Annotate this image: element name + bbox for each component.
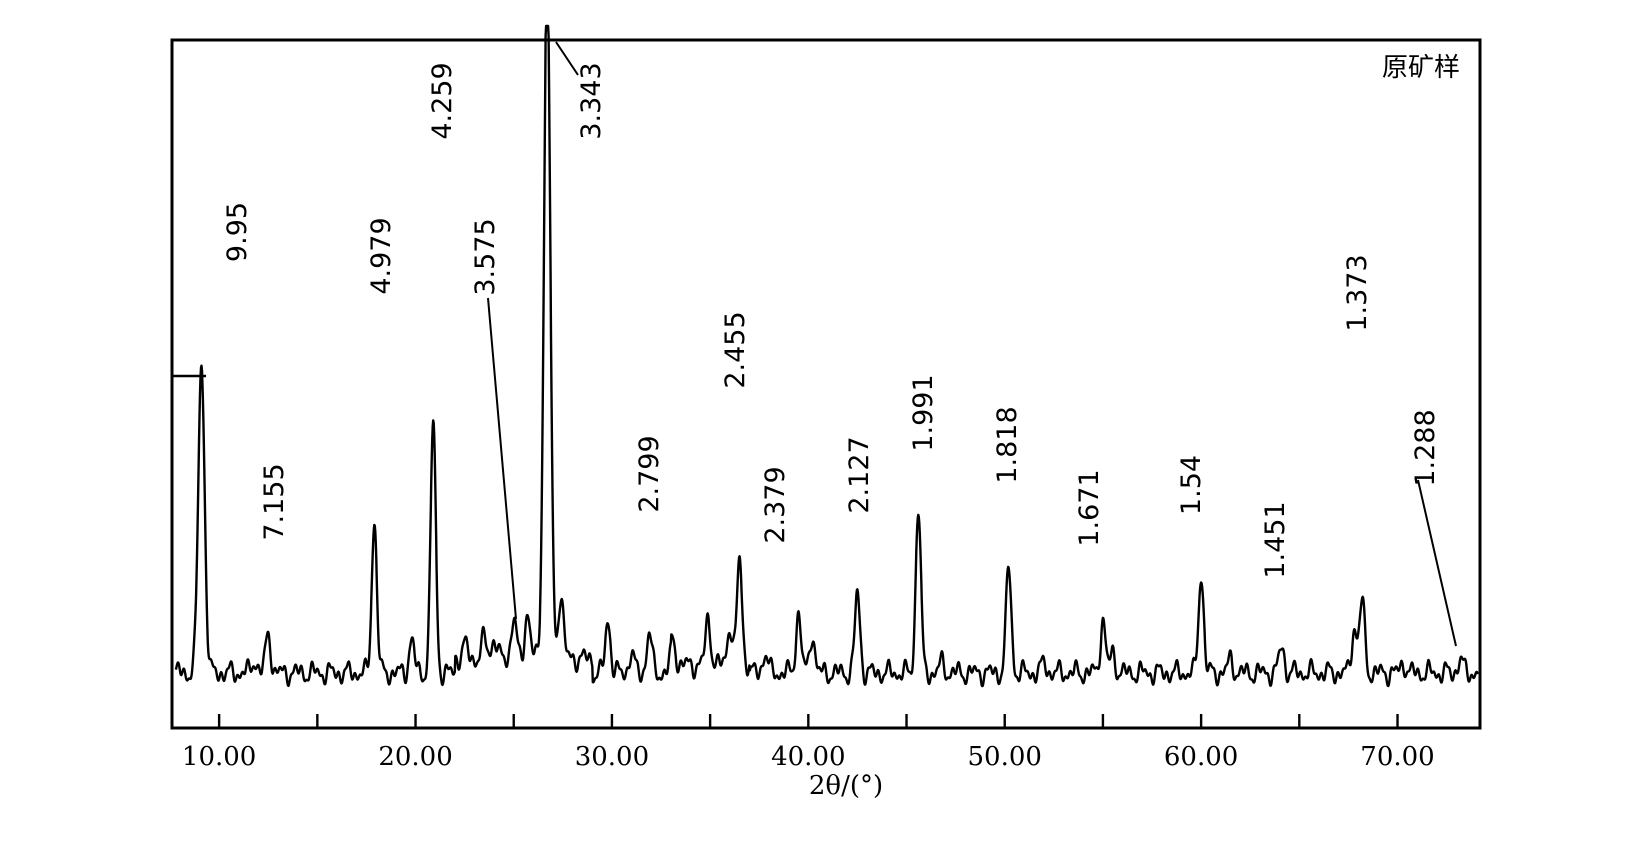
x-tick-label-50: 50.00	[968, 742, 1042, 772]
leader-1-288	[1417, 479, 1457, 647]
peak-label-13: 1.54	[1176, 455, 1207, 515]
sample-label: 原矿样	[1382, 53, 1460, 83]
x-axis-label: 2θ/(°)	[809, 771, 883, 801]
peak-label-15: 1.373	[1342, 254, 1373, 331]
plot-frame	[170, 38, 1482, 730]
leader-3-575	[487, 297, 517, 620]
peak-leader-lines	[487, 41, 1457, 647]
diffraction-pattern-line	[174, 24, 1480, 688]
peak-label-10: 1.991	[908, 374, 939, 451]
x-tick-label-30: 30.00	[575, 742, 649, 772]
peak-label-3: 4.259	[427, 62, 458, 139]
peak-label-11: 1.818	[992, 406, 1023, 483]
x-tick-label-70: 70.00	[1360, 742, 1434, 772]
leader-3-343	[555, 41, 579, 76]
x-tick-label-10: 10.00	[182, 742, 256, 772]
peak-label-7: 2.455	[720, 311, 751, 388]
peak-label-1: 7.155	[259, 463, 290, 540]
peak-label-16: 1.288	[1410, 409, 1441, 486]
peak-label-8: 2.379	[760, 466, 791, 543]
peak-label-9: 2.127	[844, 436, 875, 513]
peak-label-5: 3.343	[576, 62, 607, 139]
peak-label-0: 9.95	[222, 202, 253, 262]
x-axis-tick-labels: 10.00 20.00 30.00 40.00 50.00 60.00 70.00	[182, 742, 1435, 772]
x-axis-ticks	[217, 714, 1399, 728]
x-tick-label-20: 20.00	[378, 742, 452, 772]
peak-labels: 9.95 7.155 4.979 4.259 3.575 3.343 2.799 2.455 2…	[222, 62, 1441, 578]
peak-label-6: 2.799	[634, 435, 665, 512]
peak-label-14: 1.451	[1260, 501, 1291, 578]
peak-label-4: 3.575	[470, 218, 501, 295]
x-tick-label-40: 40.00	[771, 742, 845, 772]
peak-label-2: 4.979	[366, 217, 397, 294]
x-tick-label-60: 60.00	[1164, 742, 1238, 772]
peak-label-12: 1.671	[1074, 469, 1105, 546]
